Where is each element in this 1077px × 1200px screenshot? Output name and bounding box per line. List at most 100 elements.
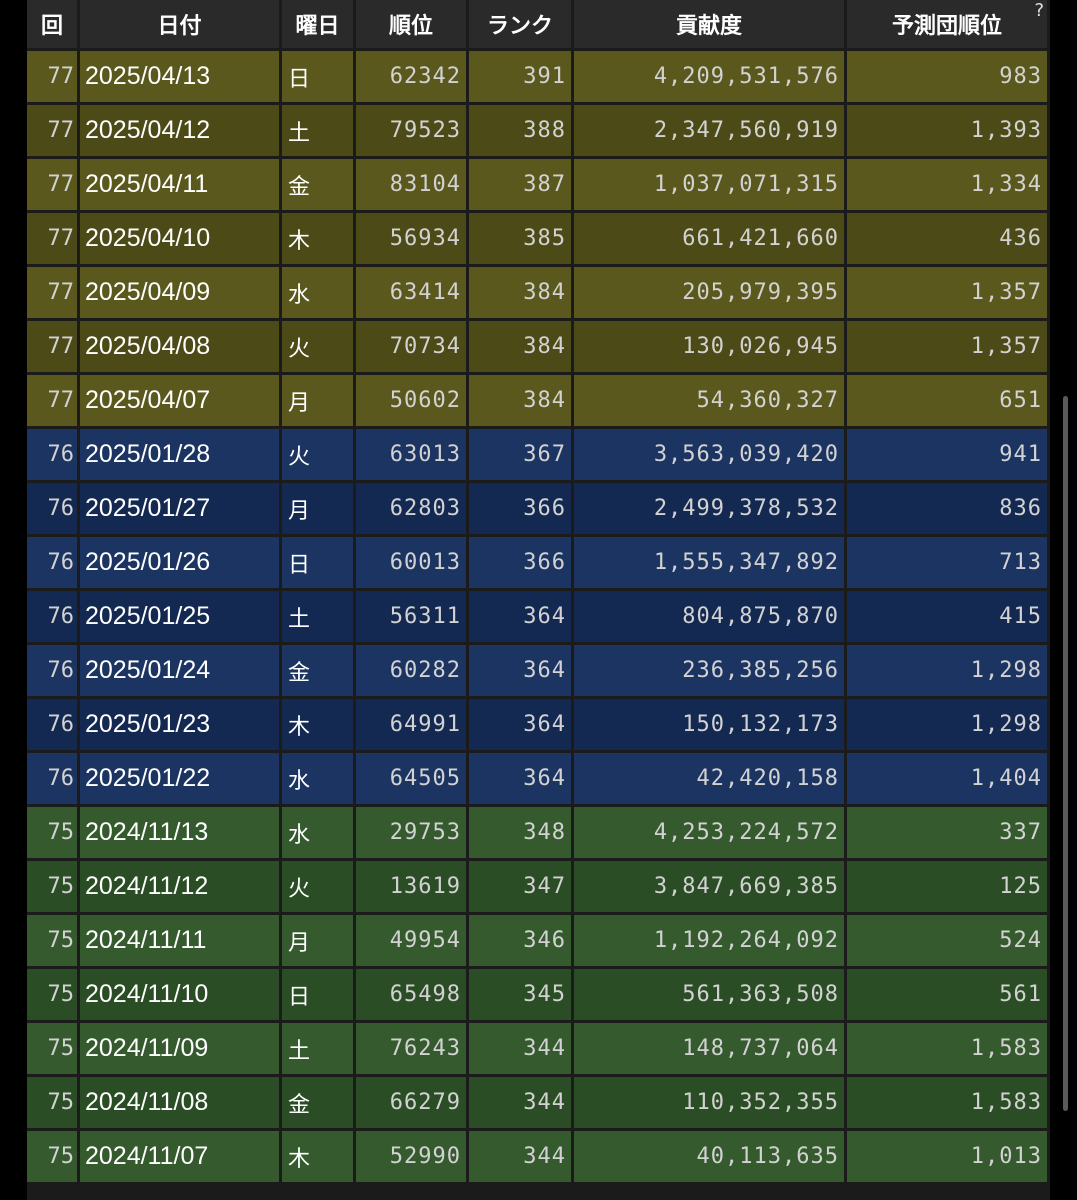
cell-team-rank: 415 — [847, 591, 1050, 645]
cell-date: 2025/04/08 — [80, 321, 282, 375]
cell-rank-position: 64505 — [356, 753, 469, 807]
cell-rank-position: 52990 — [356, 1131, 469, 1185]
cell-contribution: 1,555,347,892 — [574, 537, 847, 591]
table-row[interactable]: 75 2024/11/10 日 65498 345 561,363,508 561 — [27, 969, 1050, 1023]
cell-team-rank: 1,298 — [847, 645, 1050, 699]
cell-date: 2024/11/07 — [80, 1131, 282, 1185]
cell-contribution: 3,847,669,385 — [574, 861, 847, 915]
cell-kai: 76 — [27, 753, 80, 807]
cell-contribution: 661,421,660 — [574, 213, 847, 267]
cell-date: 2024/11/08 — [80, 1077, 282, 1131]
cell-kai: 77 — [27, 105, 80, 159]
cell-rank: 345 — [469, 969, 574, 1023]
cell-date: 2025/01/27 — [80, 483, 282, 537]
table-row[interactable]: 76 2025/01/26 日 60013 366 1,555,347,892 713 — [27, 537, 1050, 591]
table-row[interactable]: 77 2025/04/13 日 62342 391 4,209,531,576 983 — [27, 51, 1050, 105]
table-row[interactable]: 77 2025/04/11 金 83104 387 1,037,071,315 1,334 — [27, 159, 1050, 213]
help-icon[interactable]: ? — [1034, 0, 1044, 21]
cell-contribution: 205,979,395 — [574, 267, 847, 321]
cell-contribution: 150,132,173 — [574, 699, 847, 753]
table-row[interactable]: 75 2024/11/07 木 52990 344 40,113,635 1,013 — [27, 1131, 1050, 1185]
cell-kai: 76 — [27, 699, 80, 753]
cell-contribution: 4,253,224,572 — [574, 807, 847, 861]
cell-rank: 364 — [469, 591, 574, 645]
cell-rank-position: 62342 — [356, 51, 469, 105]
table-row[interactable]: 76 2025/01/25 土 56311 364 804,875,870 415 — [27, 591, 1050, 645]
cell-contribution: 804,875,870 — [574, 591, 847, 645]
cell-rank-position: 63414 — [356, 267, 469, 321]
cell-rank: 364 — [469, 645, 574, 699]
cell-dow: 木 — [282, 213, 356, 267]
cell-team-rank: 713 — [847, 537, 1050, 591]
cell-rank: 364 — [469, 699, 574, 753]
header-date[interactable]: 日付 — [80, 0, 282, 51]
cell-dow: 月 — [282, 375, 356, 429]
cell-dow: 月 — [282, 915, 356, 969]
table-row[interactable]: 75 2024/11/11 月 49954 346 1,192,264,092 524 — [27, 915, 1050, 969]
cell-team-rank: 1,357 — [847, 267, 1050, 321]
cell-team-rank: 1,583 — [847, 1023, 1050, 1077]
cell-team-rank: 1,404 — [847, 753, 1050, 807]
cell-kai: 77 — [27, 267, 80, 321]
cell-team-rank: 524 — [847, 915, 1050, 969]
cell-date: 2025/01/22 — [80, 753, 282, 807]
cell-rank-position: 76243 — [356, 1023, 469, 1077]
cell-date: 2025/04/09 — [80, 267, 282, 321]
cell-date: 2024/11/13 — [80, 807, 282, 861]
header-team-rank-label: 予測団順位 — [891, 13, 1002, 39]
cell-kai: 77 — [27, 159, 80, 213]
cell-contribution: 130,026,945 — [574, 321, 847, 375]
table-row[interactable]: 76 2025/01/28 火 63013 367 3,563,039,420 941 — [27, 429, 1050, 483]
cell-date: 2025/04/11 — [80, 159, 282, 213]
header-contribution[interactable]: 貢献度 — [574, 0, 847, 51]
header-dow[interactable]: 曜日 — [282, 0, 356, 51]
cell-dow: 金 — [282, 1077, 356, 1131]
table-row[interactable]: 76 2025/01/27 月 62803 366 2,499,378,532 836 — [27, 483, 1050, 537]
cell-rank-position: 60282 — [356, 645, 469, 699]
cell-contribution: 3,563,039,420 — [574, 429, 847, 483]
header-team-rank[interactable]: 予測団順位 — [847, 0, 1050, 51]
cell-team-rank: 1,583 — [847, 1077, 1050, 1131]
table-row[interactable]: 75 2024/11/08 金 66279 344 110,352,355 1,583 — [27, 1077, 1050, 1131]
table-row[interactable]: 75 2024/11/09 土 76243 344 148,737,064 1,583 — [27, 1023, 1050, 1077]
cell-date: 2025/04/13 — [80, 51, 282, 105]
table-row[interactable]: 77 2025/04/07 月 50602 384 54,360,327 651 — [27, 375, 1050, 429]
vertical-scrollbar[interactable] — [1063, 396, 1068, 1111]
cell-rank: 364 — [469, 753, 574, 807]
cell-kai: 75 — [27, 1131, 80, 1185]
cell-rank-position: 29753 — [356, 807, 469, 861]
cell-team-rank: 125 — [847, 861, 1050, 915]
header-kai[interactable]: 回 — [27, 0, 80, 51]
cell-dow: 水 — [282, 753, 356, 807]
cell-date: 2024/11/12 — [80, 861, 282, 915]
table-row[interactable]: 77 2025/04/08 火 70734 384 130,026,945 1,357 — [27, 321, 1050, 375]
header-rank-position[interactable]: 順位 — [356, 0, 469, 51]
table-row[interactable]: 76 2025/01/24 金 60282 364 236,385,256 1,298 — [27, 645, 1050, 699]
cell-kai: 76 — [27, 591, 80, 645]
cell-rank-position: 13619 — [356, 861, 469, 915]
cell-date: 2025/01/23 — [80, 699, 282, 753]
table-row[interactable]: 75 2024/11/12 火 13619 347 3,847,669,385 125 — [27, 861, 1050, 915]
table-row[interactable]: 76 2025/01/22 水 64505 364 42,420,158 1,404 — [27, 753, 1050, 807]
cell-rank-position: 63013 — [356, 429, 469, 483]
table-row[interactable]: 75 2024/11/13 水 29753 348 4,253,224,572 337 — [27, 807, 1050, 861]
table-row[interactable]: 77 2025/04/12 土 79523 388 2,347,560,919 1,393 — [27, 105, 1050, 159]
header-rank[interactable]: ランク — [469, 0, 574, 51]
cell-dow: 金 — [282, 159, 356, 213]
cell-dow: 火 — [282, 861, 356, 915]
cell-dow: 木 — [282, 699, 356, 753]
cell-contribution: 54,360,327 — [574, 375, 847, 429]
cell-rank: 348 — [469, 807, 574, 861]
table-row[interactable]: 77 2025/04/09 水 63414 384 205,979,395 1,357 — [27, 267, 1050, 321]
cell-kai: 75 — [27, 861, 80, 915]
cell-rank: 366 — [469, 483, 574, 537]
cell-dow: 金 — [282, 645, 356, 699]
table-row[interactable]: 76 2025/01/23 木 64991 364 150,132,173 1,298 — [27, 699, 1050, 753]
cell-kai: 77 — [27, 51, 80, 105]
cell-rank-position: 56311 — [356, 591, 469, 645]
table-row[interactable]: 77 2025/04/10 木 56934 385 661,421,660 436 — [27, 213, 1050, 267]
cell-rank-position: 50602 — [356, 375, 469, 429]
cell-rank: 344 — [469, 1077, 574, 1131]
cell-kai: 75 — [27, 915, 80, 969]
cell-date: 2025/01/24 — [80, 645, 282, 699]
